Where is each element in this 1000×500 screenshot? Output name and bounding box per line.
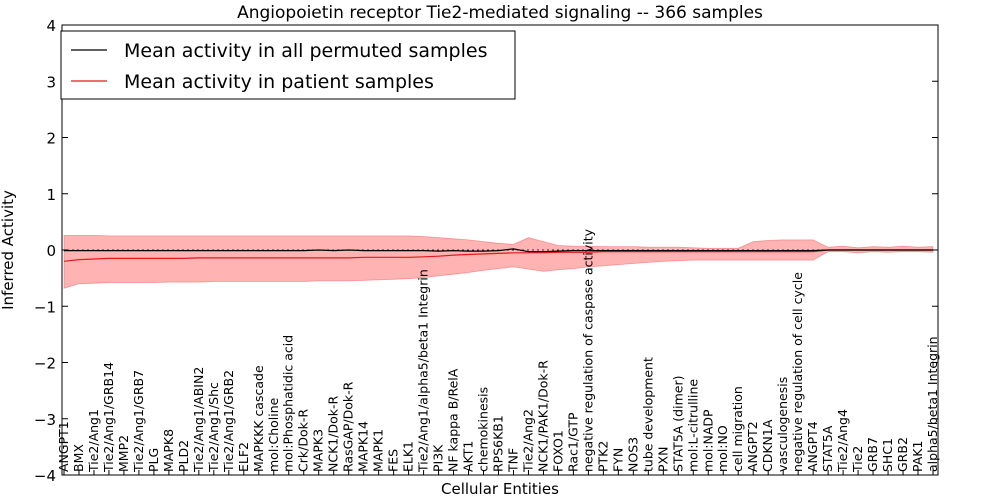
- x-tick-label: SHC1: [880, 438, 895, 472]
- x-tick-label: Tie2/Ang4: [835, 409, 850, 473]
- x-tick-label: MAPK8: [161, 429, 176, 472]
- x-tick-label: mol:L-citrulline: [685, 379, 700, 472]
- x-tick-label: STAT5A (dimer): [670, 376, 685, 472]
- x-tick-label: vasculogenesis: [775, 377, 790, 472]
- x-tick-label: TNF: [506, 448, 521, 473]
- y-tick-label: 4: [46, 17, 56, 35]
- x-tick-label: Tie2/Ang1/ABIN2: [191, 367, 206, 473]
- x-tick-label: ANGPT4: [805, 421, 820, 472]
- x-tick-label: cell migration: [730, 386, 745, 472]
- x-tick-label: ANGPT2: [745, 421, 760, 472]
- x-tick-label: STAT5A: [820, 425, 835, 472]
- x-tick-label: NF kappa B/RelA: [446, 368, 461, 472]
- x-tick-label: PLG: [146, 448, 161, 472]
- x-tick-label: chemokinesis: [476, 387, 491, 472]
- series-line-patient: [63, 249, 933, 262]
- x-tick-label: RasGAP/Dok-R: [341, 381, 356, 472]
- y-tick-label: −3: [34, 411, 56, 429]
- legend: Mean activity in all permuted samples Me…: [60, 30, 516, 100]
- x-axis-label: Cellular Entities: [441, 480, 559, 498]
- x-tick-label: BMX: [71, 444, 86, 472]
- x-tick-label: MAPK3: [311, 429, 326, 472]
- y-tick-label: −2: [34, 355, 56, 373]
- y-axis-label: Inferred Activity: [0, 190, 17, 310]
- y-tick-label: −4: [34, 467, 56, 485]
- x-tick-label: ANGPT1: [56, 421, 71, 472]
- x-tick-label: Tie2/Ang1: [86, 409, 101, 473]
- x-tick-label: ELK1: [401, 441, 416, 472]
- x-tick-label: MAPK14: [356, 421, 371, 472]
- x-tick-label: AKT1: [461, 441, 476, 472]
- x-tick-label: FOXO1: [550, 430, 565, 472]
- x-tick-label: MAPK1: [371, 429, 386, 472]
- x-tick-label: alpha5/beta1 Integrin: [925, 336, 940, 472]
- x-tick-label: mol:Phosphatidic acid: [281, 335, 296, 472]
- x-tick-label: CDKN1A: [760, 419, 775, 472]
- x-tick-label: PXN: [655, 447, 670, 472]
- x-tick-label: negative regulation of cell cycle: [790, 272, 805, 472]
- y-tick-label: 1: [46, 186, 56, 204]
- x-tick-label: FES: [386, 449, 401, 472]
- x-tick-label: RPS6KB1: [491, 415, 506, 472]
- x-tick-label: GRB7: [865, 437, 880, 472]
- x-tick-label: mol:Choline: [266, 397, 281, 472]
- series-line-permuted: [64, 248, 933, 253]
- x-tick-label: Tie2/Ang1/GRB14: [101, 362, 116, 473]
- x-tick-label: Tie2: [850, 446, 865, 473]
- x-tick-label: PLD2: [176, 440, 191, 472]
- x-tick-label: Tie2/Ang1/GRB7: [131, 370, 146, 473]
- x-tick-label: Tie2/Ang1/GRB2: [221, 370, 236, 473]
- x-tick-label: tube development: [640, 357, 655, 472]
- x-tick-label: PAK1: [910, 441, 925, 472]
- x-tick-label: NCK1/PAK1/Dok-R: [535, 360, 550, 472]
- legend-box: [60, 30, 516, 100]
- legend-label-patient: Mean activity in patient samples: [124, 71, 434, 93]
- x-tick-label: mol:NO: [715, 425, 730, 472]
- x-tick-label: Rac1/GTP: [565, 412, 580, 472]
- x-tick-label: Tie2/Ang1/Shc: [206, 382, 221, 473]
- x-tick-label: mol:NADP: [700, 409, 715, 472]
- y-tick-label: 2: [46, 130, 56, 148]
- x-tick-label: GRB2: [895, 437, 910, 472]
- x-tick-label: Tie2/Ang1/alpha5/beta1 Integrin: [416, 269, 431, 473]
- x-tick-label: Crk/Dok-R: [296, 409, 311, 472]
- x-tick-label: PI3K: [431, 444, 446, 472]
- x-tick-label: NOS3: [625, 437, 640, 472]
- y-tick-label: 0: [46, 242, 56, 260]
- y-tick-label: 3: [46, 73, 56, 91]
- x-tick-label: FYN: [610, 448, 625, 472]
- x-tick-label: MMP2: [116, 435, 131, 472]
- patient-confidence-band: [63, 235, 934, 289]
- x-tick-label: PTK2: [595, 441, 610, 472]
- x-tick-label: Tie2/Ang2: [521, 409, 536, 473]
- legend-label-permuted: Mean activity in all permuted samples: [124, 40, 487, 62]
- chart-title: Angiopoietin receptor Tie2-mediated sign…: [237, 3, 763, 23]
- x-tick-label: NCK1/Dok-R: [326, 396, 341, 472]
- x-tick-label: MAPKKK cascade: [251, 365, 266, 472]
- x-tick-label: ELF2: [236, 442, 251, 472]
- x-tick-label: negative regulation of caspase activity: [580, 228, 595, 472]
- y-tick-label: −1: [34, 298, 56, 316]
